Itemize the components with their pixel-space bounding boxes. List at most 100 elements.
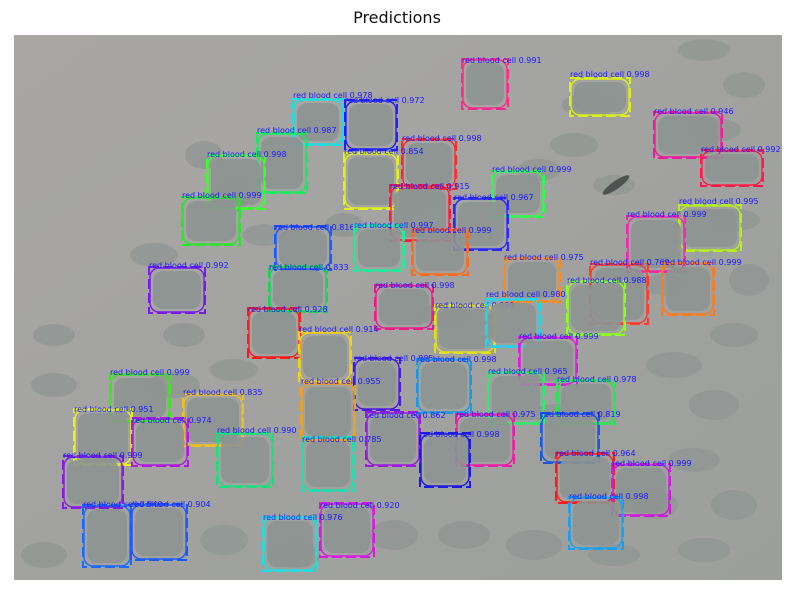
detection: red blood cell 0.816	[274, 223, 355, 271]
cell-body	[324, 507, 370, 553]
detection: red blood cell 0.999	[411, 226, 492, 276]
background-cell	[678, 538, 730, 562]
background-cell	[185, 141, 223, 169]
background-cell	[438, 521, 490, 549]
detection: red blood cell 0.992	[700, 145, 781, 187]
bounding-box	[343, 152, 399, 210]
blood-smear-image: red blood cell 0.991 red blood cell 0.998…	[14, 35, 782, 580]
bounding-box	[148, 266, 206, 314]
bounding-box	[611, 463, 671, 517]
cell-body	[460, 418, 510, 462]
cell-body	[78, 413, 128, 461]
background-cell	[200, 525, 248, 555]
background-cell	[210, 359, 258, 381]
bounding-box	[661, 262, 715, 316]
cell-body	[136, 422, 184, 462]
background-cell	[710, 323, 758, 347]
background-cell	[689, 390, 739, 420]
cell-body	[394, 189, 446, 237]
bounding-box	[416, 358, 472, 414]
cell-body	[211, 159, 261, 205]
detection-label: red blood cell 0.978	[293, 91, 373, 100]
detection-label: red blood cell 0.975	[456, 410, 536, 419]
detection-label: red blood cell 0.849	[83, 500, 163, 509]
background-cell	[163, 323, 205, 347]
bounding-box	[455, 413, 515, 467]
detection-label: red blood cell 0.990	[217, 426, 297, 435]
detection: red blood cell 0.998	[401, 134, 482, 190]
detection: red blood cell 0.997	[353, 221, 434, 272]
bounding-box	[206, 154, 266, 210]
cell-body	[560, 457, 610, 499]
detection-label: red blood cell 0.920	[320, 501, 400, 510]
detection-label: red blood cell 0.976	[263, 513, 343, 522]
detection-label: red blood cell 0.760	[590, 258, 670, 267]
detection-label: red blood cell 0.928	[248, 305, 328, 314]
cell-body	[135, 508, 183, 556]
bounding-box	[181, 196, 241, 246]
cell-body	[490, 303, 536, 343]
cell-body	[114, 378, 166, 418]
detection: red blood cell 0.928	[247, 305, 328, 359]
cell-body	[252, 312, 296, 354]
bounding-box	[365, 411, 421, 467]
detection-label: red blood cell 0.999	[612, 459, 692, 468]
detection-label: red blood cell 0.833	[269, 263, 349, 272]
detection-label: red blood cell 0.819	[541, 410, 621, 419]
detection-label: red blood cell 0.885	[354, 354, 434, 363]
detection: red blood cell 0.915	[389, 182, 470, 242]
detection: red blood cell 0.991	[461, 56, 542, 110]
detection-label: red blood cell 0.998	[417, 355, 497, 364]
cell-body	[348, 157, 394, 205]
detection: red blood cell 0.998	[419, 430, 500, 488]
cell-body	[658, 116, 718, 154]
detection-label: red blood cell 0.999	[519, 332, 599, 341]
detection: red blood cell 0.974	[131, 416, 212, 467]
detection-label: red blood cell 0.967	[454, 193, 534, 202]
cell-body	[349, 104, 393, 146]
cell-body	[297, 103, 339, 141]
cell-body	[439, 309, 491, 349]
detection-label: red blood cell 0.835	[183, 388, 263, 397]
detection: red blood cell 0.998	[568, 492, 649, 550]
detection: red blood cell 0.998	[569, 70, 650, 117]
cell-body	[358, 362, 396, 406]
cell-body	[416, 233, 464, 271]
detection: red blood cell 0.965	[487, 367, 568, 425]
detection: red blood cell 0.999	[626, 210, 707, 273]
cell-body	[306, 441, 350, 487]
background-cell	[729, 264, 769, 296]
bounding-box	[344, 99, 398, 151]
background-cell	[678, 39, 730, 61]
mask-outline	[301, 383, 355, 441]
background-cell	[506, 530, 562, 560]
cell-body	[273, 270, 323, 308]
detection: red blood cell 0.964	[555, 449, 636, 504]
bounding-box	[109, 373, 171, 423]
cell-body	[508, 262, 556, 298]
bounding-box	[301, 436, 355, 492]
cell-body	[279, 230, 327, 266]
image-panel: red blood cell 0.991 red blood cell 0.998…	[14, 35, 782, 580]
background-cell	[668, 448, 720, 472]
detection-label: red blood cell 0.980	[486, 290, 566, 299]
detection-label: red blood cell 0.998	[402, 134, 482, 143]
cell-body	[492, 376, 540, 420]
cell-body	[67, 460, 119, 504]
background-cell	[370, 520, 418, 550]
detection-label: red blood cell 0.992	[701, 145, 781, 154]
detection: red blood cell 0.999	[611, 459, 692, 517]
detection: red blood cell 0.999	[62, 451, 143, 509]
detection-label: red blood cell 0.998	[375, 281, 455, 290]
cell-body	[267, 521, 313, 567]
background-cell	[723, 72, 765, 98]
detection-label: red blood cell 0.999	[435, 301, 515, 310]
detection-label: red blood cell 0.999	[412, 226, 492, 235]
detection-label: red blood cell 0.992	[149, 261, 229, 270]
bounding-box	[268, 265, 328, 313]
detection: red blood cell 0.988	[566, 276, 647, 336]
background-cells	[21, 39, 769, 568]
cell-body	[545, 417, 595, 459]
detection: red blood cell 0.854	[343, 147, 424, 210]
detection: red blood cell 0.904	[130, 500, 211, 561]
